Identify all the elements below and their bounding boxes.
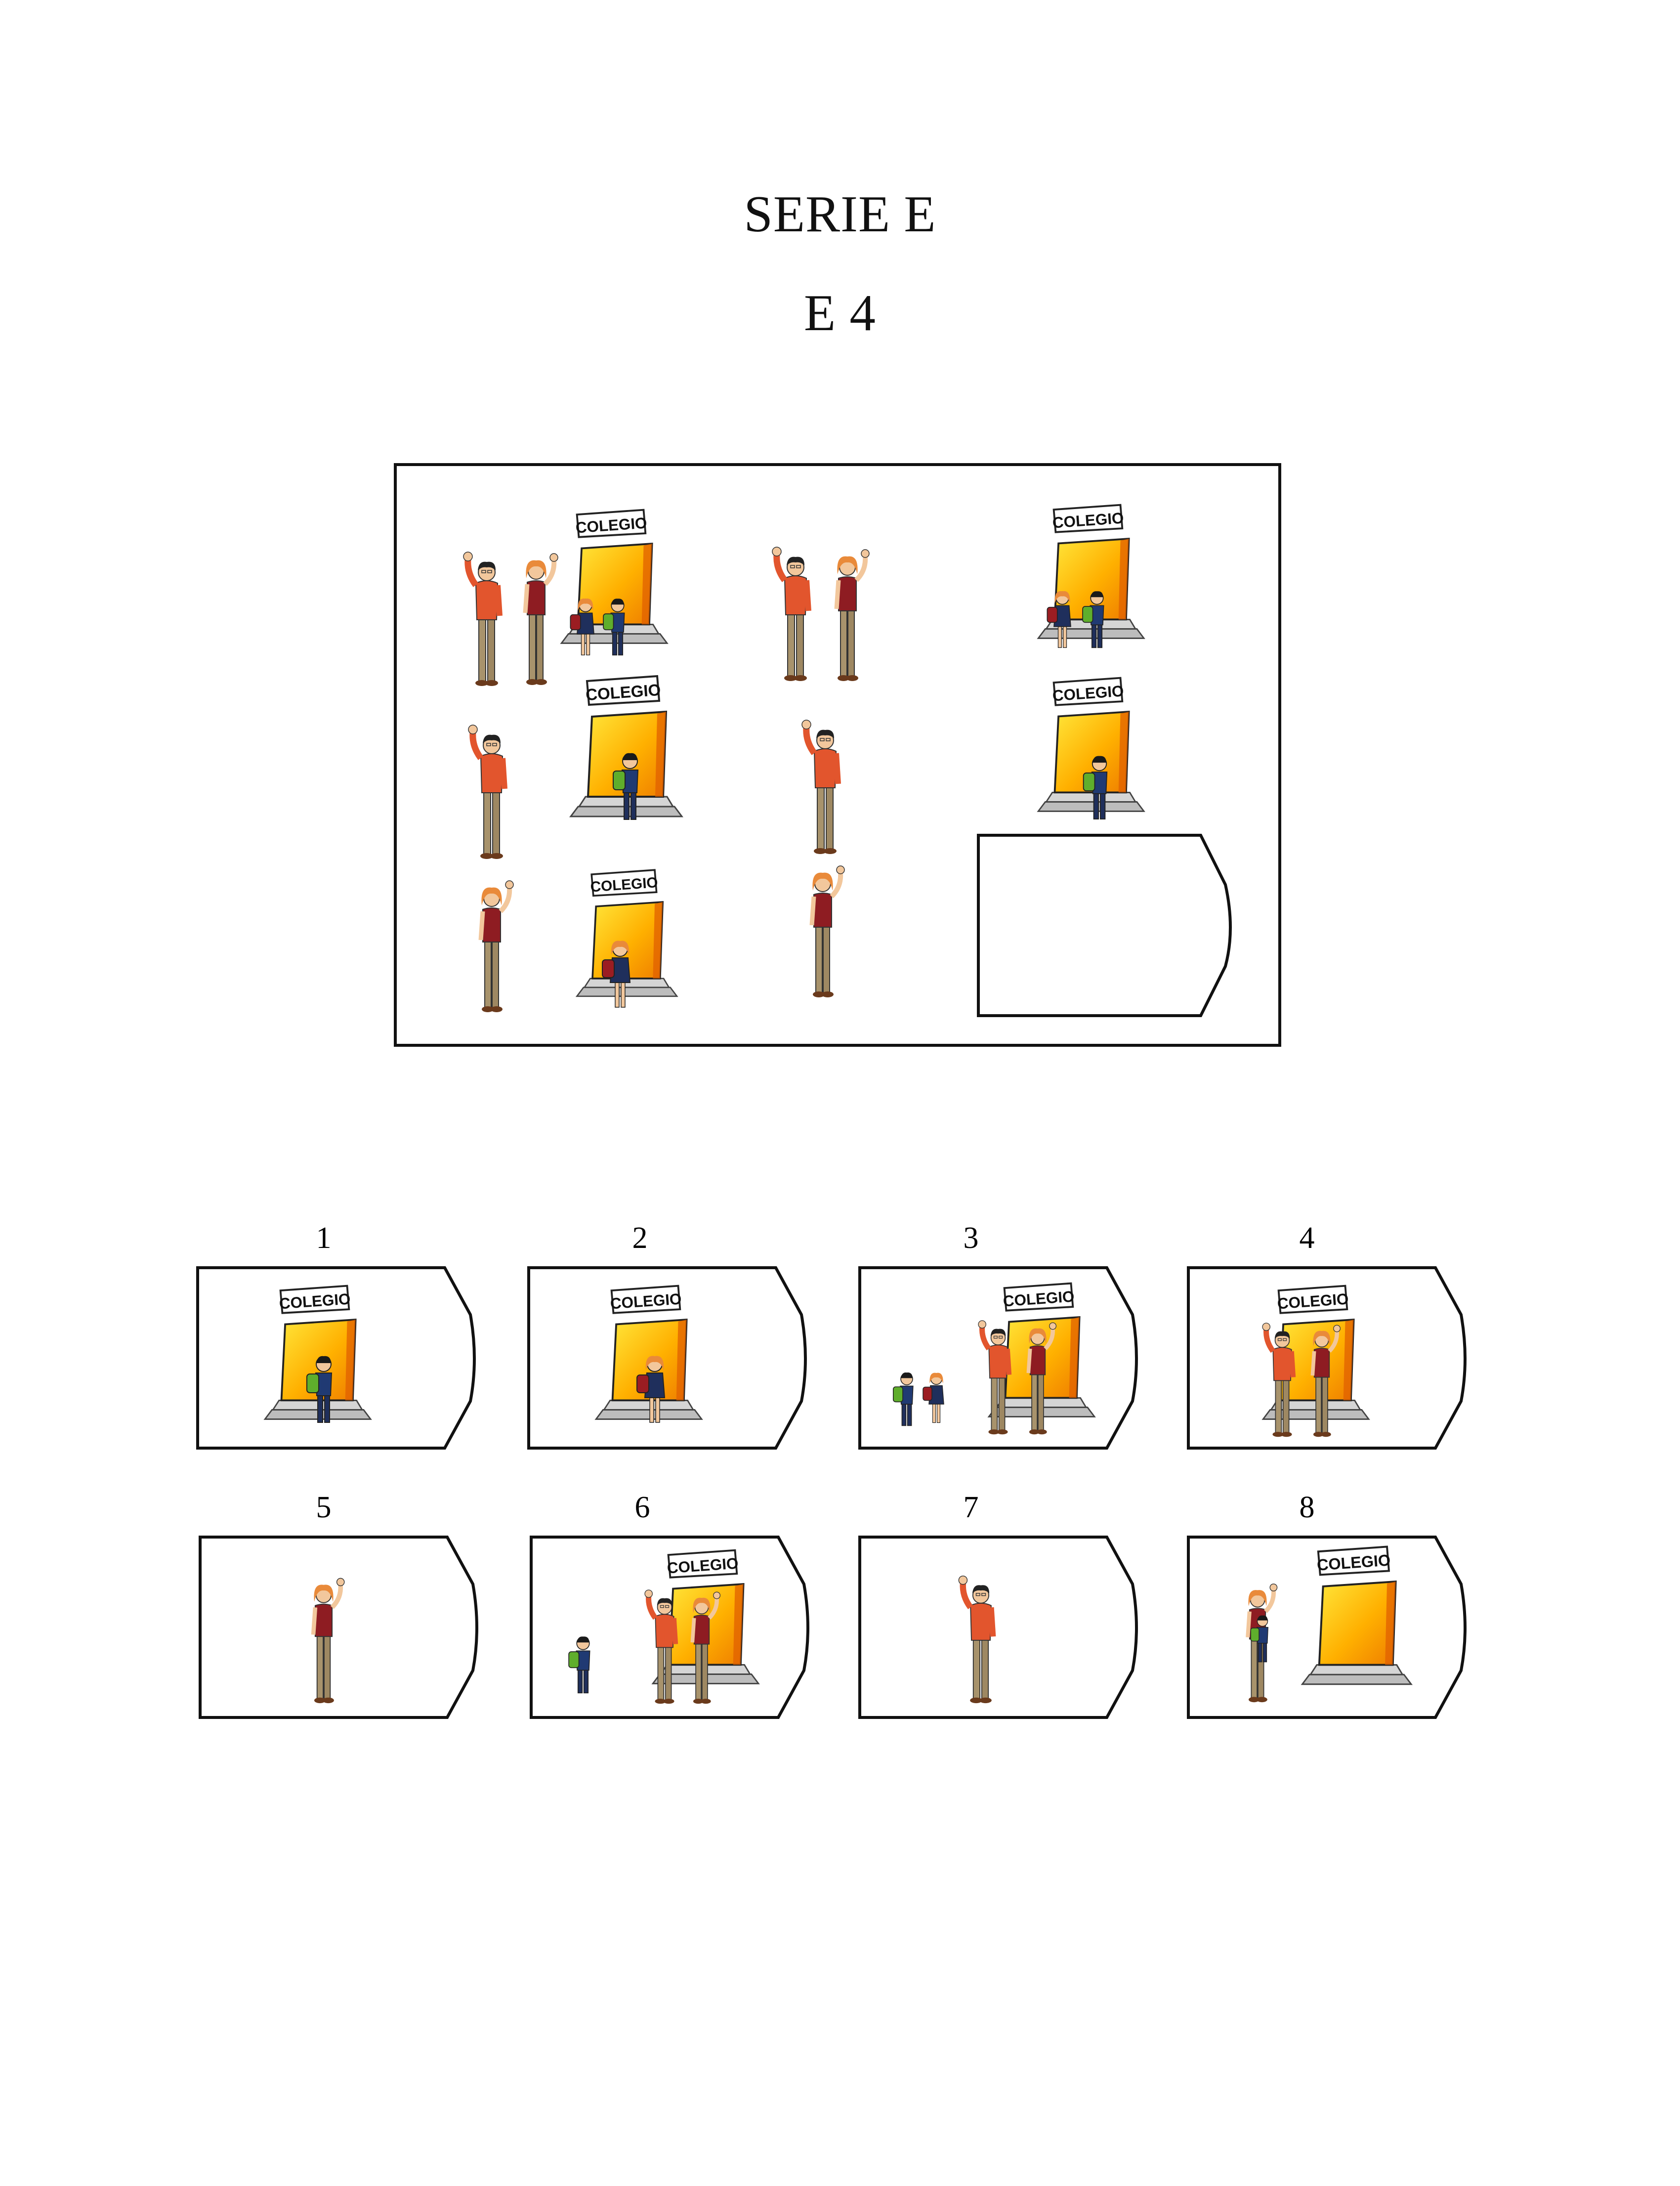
missing-cell[interactable] xyxy=(977,834,1232,1017)
option-2[interactable]: 2 xyxy=(529,1221,805,1448)
option-number: 6 xyxy=(635,1491,650,1524)
option-6[interactable]: 6 xyxy=(531,1491,808,1717)
option-number: 2 xyxy=(632,1221,648,1255)
series-title: SERIE E xyxy=(744,185,936,243)
option-number: 4 xyxy=(1300,1221,1315,1255)
option-number: 8 xyxy=(1300,1491,1315,1524)
matrix-panel xyxy=(394,463,1281,1047)
option-5[interactable]: 5 xyxy=(200,1491,477,1717)
option-8[interactable]: 8 xyxy=(1188,1491,1465,1717)
option-4[interactable]: 4 xyxy=(1188,1221,1465,1448)
option-7[interactable]: 7 xyxy=(860,1491,1136,1717)
option-3[interactable]: 3 xyxy=(860,1221,1136,1448)
option-number: 5 xyxy=(316,1491,332,1524)
option-number: 7 xyxy=(964,1491,979,1524)
option-number: 1 xyxy=(316,1221,332,1255)
option-number: 3 xyxy=(964,1221,979,1255)
item-code: E 4 xyxy=(804,284,876,342)
option-1[interactable]: 1 xyxy=(198,1221,474,1448)
